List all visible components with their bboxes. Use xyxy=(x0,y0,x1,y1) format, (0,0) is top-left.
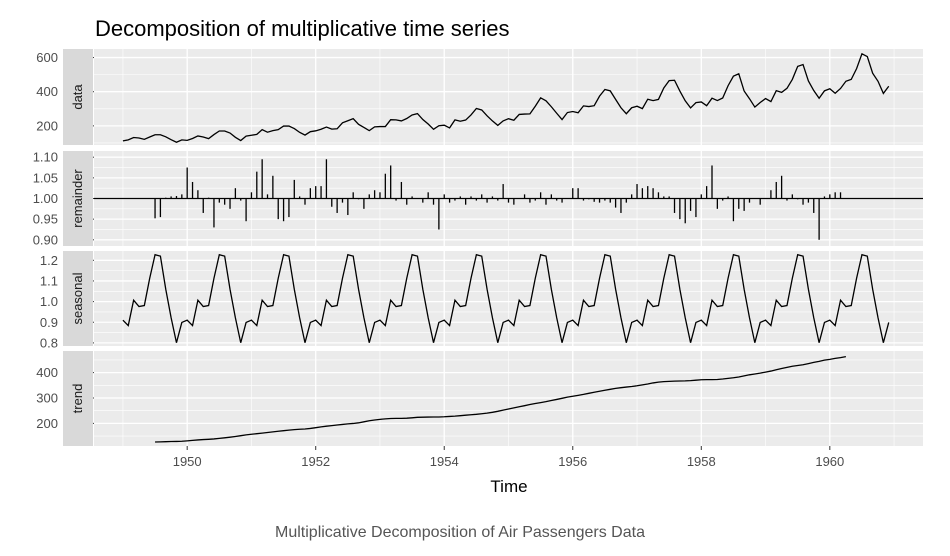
y-tick-label: 400 xyxy=(36,84,58,99)
panel-strip xyxy=(63,151,93,246)
panel-remainder: 0.90 0.95 1.00 1.05 1.10 remainder xyxy=(33,150,923,247)
y-tick-label: 200 xyxy=(36,416,58,431)
y-tick-label: 600 xyxy=(36,50,58,65)
y-tick-label: 1.2 xyxy=(40,253,58,268)
y-tick-label: 1.0 xyxy=(40,294,58,309)
panels: 200 400 600 data 0.90 0.95 1.00 1.05 1.10 remaind… xyxy=(33,49,923,446)
seasonal-series-line xyxy=(122,253,890,343)
data-series-line xyxy=(122,52,890,143)
panel-strip xyxy=(63,251,93,346)
figure-caption: Multiplicative Decomposition of Air Pass… xyxy=(275,524,645,541)
y-tick-label: 1.00 xyxy=(33,191,58,206)
x-tick-label: 1956 xyxy=(558,454,587,469)
y-tick-label: 400 xyxy=(36,365,58,380)
panel-strip-label: remainder xyxy=(70,169,85,228)
panel-seasonal: 0.8 0.9 1.0 1.1 1.2 seasonal xyxy=(40,251,923,350)
trend-series-line xyxy=(155,355,847,443)
y-tick-label: 0.9 xyxy=(40,315,58,330)
panel-strip-label: trend xyxy=(70,384,85,414)
panel-strip xyxy=(63,351,93,446)
panel-data: 200 400 600 data xyxy=(36,49,923,145)
y-tick-label: 200 xyxy=(36,118,58,133)
x-tick-label: 1950 xyxy=(173,454,202,469)
panel-strip xyxy=(63,49,93,145)
y-tick-label: 0.95 xyxy=(33,212,58,227)
x-axis-title: Time xyxy=(490,477,527,496)
y-tick-label: 1.1 xyxy=(40,273,58,288)
y-tick-label: 300 xyxy=(36,390,58,405)
x-tick-label: 1954 xyxy=(430,454,459,469)
panel-strip-label: seasonal xyxy=(70,272,85,324)
y-tick-label: 0.90 xyxy=(33,232,58,247)
y-tick-label: 0.8 xyxy=(40,335,58,350)
panel-strip-label: data xyxy=(70,84,85,110)
x-tick-label: 1952 xyxy=(301,454,330,469)
x-tick-label: 1958 xyxy=(687,454,716,469)
x-tick-label: 1960 xyxy=(815,454,844,469)
chart-title: Decomposition of multiplicative time ser… xyxy=(95,16,510,41)
panel-trend: 200 300 400 trend xyxy=(36,351,923,446)
y-tick-label: 1.05 xyxy=(33,170,58,185)
x-axis: 1950 1952 1954 1956 1958 1960 xyxy=(173,446,844,469)
y-tick-label: 1.10 xyxy=(33,150,58,165)
